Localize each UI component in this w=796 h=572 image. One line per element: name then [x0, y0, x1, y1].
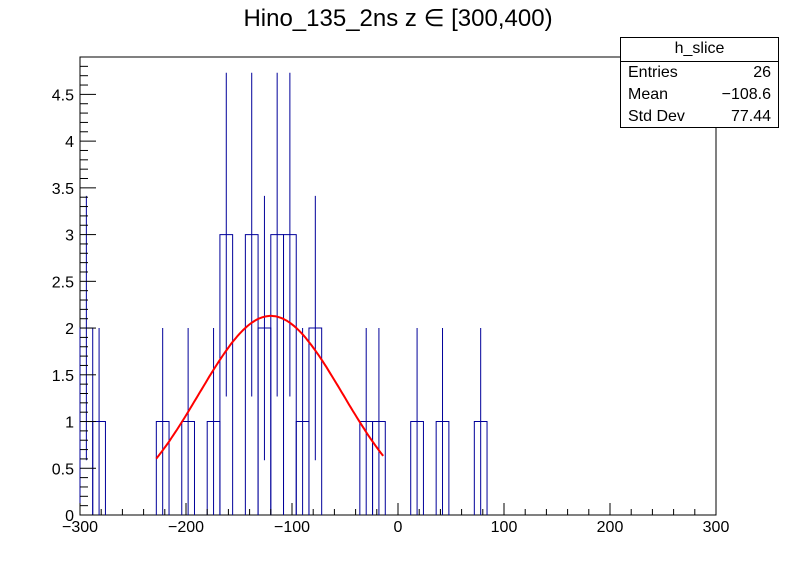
- x-tick-label: −300: [62, 519, 98, 536]
- y-tick-label: 3: [65, 228, 74, 245]
- stats-value: 77.44: [730, 108, 771, 125]
- stats-value: 26: [753, 64, 771, 81]
- x-tick-label: 200: [597, 519, 624, 536]
- x-tick-label: 100: [491, 519, 518, 536]
- stats-label: Mean: [628, 86, 669, 103]
- y-tick-label: 4: [65, 134, 74, 151]
- stats-label: Entries: [628, 64, 678, 81]
- x-tick-label: −200: [168, 519, 204, 536]
- fit-curve: [155, 314, 384, 460]
- y-tick-label: 1: [65, 415, 74, 432]
- x-tick-label: 300: [703, 519, 730, 536]
- stats-row-mean: Mean −108.6: [621, 84, 778, 106]
- y-tick-label: 1.5: [52, 368, 74, 385]
- stats-value: −108.6: [721, 86, 771, 103]
- stats-label: Std Dev: [628, 108, 685, 125]
- y-tick-label: 2.5: [52, 274, 74, 291]
- stats-row-std-dev: Std Dev 77.44: [621, 106, 778, 128]
- chart-title: Hino_135_2ns z ∈ [300,400): [243, 5, 553, 32]
- x-tick-label: −100: [274, 519, 310, 536]
- y-tick-label: 4.5: [52, 87, 74, 104]
- y-tick-label: 0.5: [52, 461, 74, 478]
- stats-box-title: h_slice: [621, 38, 778, 62]
- y-tick-label: 0: [65, 508, 74, 525]
- y-tick-label: 3.5: [52, 181, 74, 198]
- x-tick-label: 0: [394, 519, 403, 536]
- stats-box: h_slice Entries 26 Mean −108.6 Std Dev 7…: [620, 37, 779, 128]
- stats-row-entries: Entries 26: [621, 62, 778, 84]
- y-tick-label: 2: [65, 321, 74, 338]
